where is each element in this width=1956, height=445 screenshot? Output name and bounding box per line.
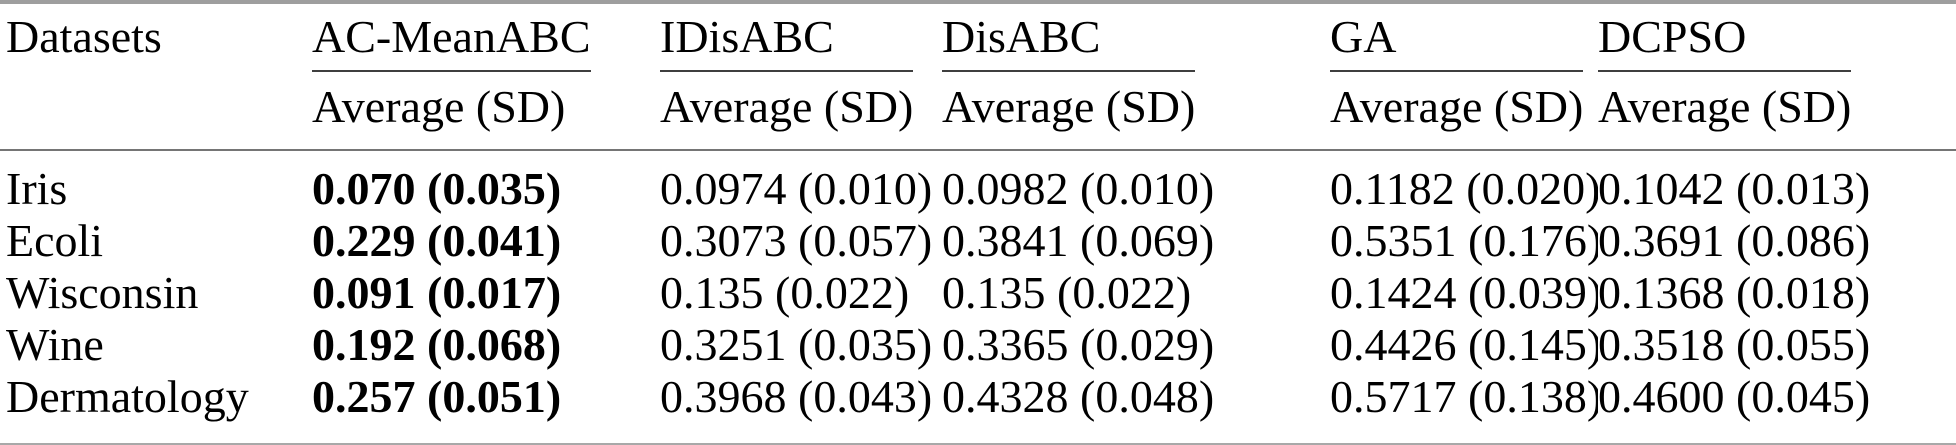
value-cell: 0.3691 (0.086) (1598, 215, 1871, 266)
value-cell: 0.5717 (0.138) (1330, 371, 1598, 422)
table-row: Dermatology 0.257 (0.051) 0.3968 (0.043) 0… (0, 371, 1956, 445)
value-cell: 0.3841 (0.069) (942, 215, 1215, 266)
value-cell: 0.135 (0.022) (660, 267, 910, 318)
table-row: Iris 0.070 (0.035) 0.0974 (0.010) 0.0982 (… (0, 150, 1956, 215)
value-cell: 0.0982 (0.010) (942, 163, 1215, 214)
column-header-disabc: DisABC Average (SD) (942, 2, 1330, 151)
value-cell: 0.135 (0.022) (942, 267, 1192, 318)
value-cell: 0.5351 (0.176) (1330, 215, 1598, 266)
value-cell: 0.4426 (0.145) (1330, 319, 1598, 370)
value-cell: 0.1424 (0.039) (1330, 267, 1598, 318)
value-cell: 0.3518 (0.055) (1598, 319, 1871, 370)
subheader-average-sd: Average (SD) (942, 81, 1196, 132)
table-row: Ecoli 0.229 (0.041) 0.3073 (0.057) 0.3841 … (0, 215, 1956, 267)
dataset-label: Wisconsin (6, 267, 199, 318)
value-cell: 0.1182 (0.020) (1330, 163, 1598, 214)
table-header: Datasets AC-MeanABC Average (SD) IDisABC… (0, 2, 1956, 151)
method-name-label: DCPSO (1598, 12, 1852, 72)
subheader-average-sd: Average (SD) (1598, 81, 1852, 132)
table-header-row: Datasets AC-MeanABC Average (SD) IDisABC… (0, 2, 1956, 151)
column-header-dcpso: DCPSO Average (SD) (1598, 2, 1956, 151)
method-name-label: GA (1330, 12, 1584, 72)
subheader-average-sd: Average (SD) (312, 81, 566, 132)
method-header-block: DCPSO Average (SD) (1598, 12, 1852, 132)
table-body: Iris 0.070 (0.035) 0.0974 (0.010) 0.0982 (… (0, 150, 1956, 445)
value-cell: 0.1042 (0.013) (1598, 163, 1871, 214)
table-row: Wine 0.192 (0.068) 0.3251 (0.035) 0.3365 (… (0, 319, 1956, 371)
method-header-block: IDisABC Average (SD) (660, 12, 914, 132)
value-cell: 0.091 (0.017) (312, 267, 562, 318)
subheader-average-sd: Average (SD) (660, 81, 914, 132)
column-header-idisabc: IDisABC Average (SD) (660, 2, 942, 151)
value-cell: 0.257 (0.051) (312, 371, 562, 422)
method-name-label: IDisABC (660, 12, 914, 72)
value-cell: 0.3073 (0.057) (660, 215, 933, 266)
datasets-column-header: Datasets (0, 2, 312, 151)
value-cell: 0.070 (0.035) (312, 163, 562, 214)
dataset-label: Ecoli (6, 215, 104, 266)
value-cell: 0.4328 (0.048) (942, 371, 1215, 422)
table-row: Wisconsin 0.091 (0.017) 0.135 (0.022) 0.13… (0, 267, 1956, 319)
value-cell: 0.4600 (0.045) (1598, 371, 1871, 422)
dataset-label: Dermatology (6, 371, 249, 422)
value-cell: 0.3365 (0.029) (942, 319, 1215, 370)
value-cell: 0.3251 (0.035) (660, 319, 933, 370)
column-header-ac-meanabc: AC-MeanABC Average (SD) (312, 2, 660, 151)
value-cell: 0.3968 (0.043) (660, 371, 933, 422)
dataset-label: Iris (6, 163, 68, 214)
method-header-block: GA Average (SD) (1330, 12, 1584, 132)
value-cell: 0.192 (0.068) (312, 319, 562, 370)
method-name-label: AC-MeanABC (312, 12, 591, 72)
value-cell: 0.0974 (0.010) (660, 163, 933, 214)
method-header-block: DisABC Average (SD) (942, 12, 1196, 132)
value-cell: 0.229 (0.041) (312, 215, 562, 266)
dataset-label: Wine (6, 319, 104, 370)
value-cell: 0.1368 (0.018) (1598, 267, 1871, 318)
method-name-label: DisABC (942, 12, 1196, 72)
method-header-block: AC-MeanABC Average (SD) (312, 12, 591, 132)
subheader-average-sd: Average (SD) (1330, 81, 1584, 132)
column-header-ga: GA Average (SD) (1330, 2, 1598, 151)
